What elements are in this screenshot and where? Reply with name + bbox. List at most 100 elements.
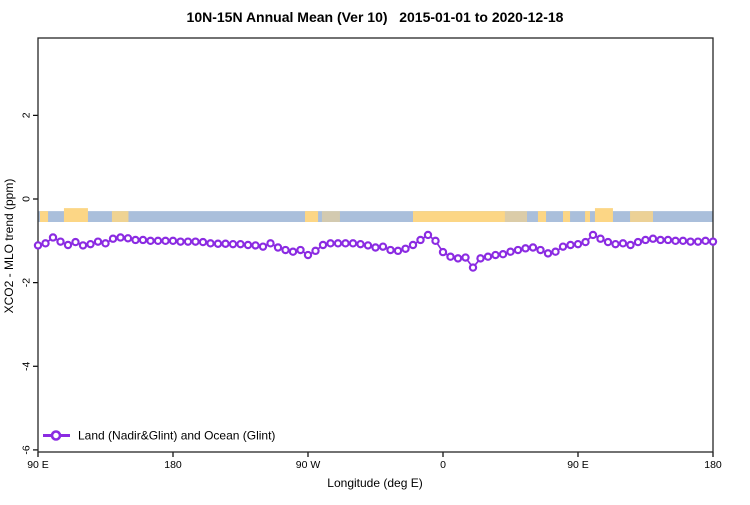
data-point bbox=[311, 246, 320, 256]
data-point bbox=[558, 242, 568, 251]
data-point bbox=[108, 234, 118, 243]
land-segment bbox=[594, 208, 613, 222]
data-point bbox=[656, 235, 665, 245]
data-point bbox=[198, 237, 208, 247]
data-point bbox=[138, 235, 148, 245]
data-point bbox=[273, 243, 283, 252]
land-segment bbox=[39, 211, 49, 222]
data-point bbox=[161, 236, 170, 246]
data-point bbox=[708, 237, 718, 246]
data-point bbox=[63, 240, 73, 250]
land-segment bbox=[305, 211, 319, 222]
legend-label: Land (Nadir&Glint) and Ocean (Glint) bbox=[78, 429, 275, 443]
data-point bbox=[86, 239, 95, 249]
surface-type-band bbox=[38, 208, 713, 222]
data-point bbox=[266, 239, 275, 248]
data-point bbox=[408, 240, 418, 250]
data-point bbox=[123, 234, 133, 243]
data-point bbox=[431, 236, 440, 246]
data-point bbox=[468, 263, 478, 272]
data-point bbox=[401, 244, 410, 253]
data-point bbox=[206, 239, 215, 248]
data-point bbox=[618, 239, 628, 248]
data-point bbox=[33, 241, 43, 250]
data-point bbox=[461, 253, 470, 262]
data-point bbox=[446, 252, 455, 261]
data-point bbox=[348, 239, 358, 248]
x-tick-label: 180 bbox=[164, 459, 182, 471]
data-point bbox=[438, 247, 448, 257]
data-point bbox=[491, 250, 500, 260]
data-point bbox=[116, 233, 125, 242]
data-point bbox=[686, 237, 695, 246]
data-point bbox=[701, 236, 710, 246]
data-point bbox=[498, 249, 508, 259]
data-point bbox=[258, 242, 268, 251]
land-segment bbox=[537, 211, 547, 222]
land-segment bbox=[563, 211, 571, 222]
x-tick-label: 90 E bbox=[567, 459, 589, 471]
data-point bbox=[506, 247, 515, 256]
x-axis-title: Longitude (deg E) bbox=[327, 476, 423, 490]
data-point bbox=[378, 242, 388, 251]
data-point bbox=[416, 235, 425, 245]
data-point bbox=[483, 252, 493, 261]
data-point bbox=[633, 237, 643, 247]
axes-ticks: 90 E 180 90 W 0 90 E 180 2 0 -2 -4 -6 bbox=[21, 112, 722, 471]
data-point bbox=[663, 235, 673, 245]
data-point bbox=[521, 244, 530, 253]
data-point bbox=[603, 237, 613, 247]
data-point bbox=[648, 234, 658, 243]
data-point bbox=[41, 239, 50, 248]
data-point bbox=[528, 243, 538, 252]
data-point bbox=[221, 239, 230, 248]
data-point bbox=[543, 249, 553, 258]
data-point bbox=[176, 237, 185, 246]
data-point bbox=[536, 245, 545, 255]
land-segment bbox=[321, 211, 340, 222]
data-point bbox=[183, 237, 193, 246]
legend: Land (Nadir&Glint) and Ocean (Glint) bbox=[43, 429, 275, 443]
land-segment bbox=[111, 211, 129, 222]
data-point bbox=[93, 237, 103, 246]
y-tick-label: 2 bbox=[21, 112, 33, 118]
data-point bbox=[363, 241, 373, 250]
data-point bbox=[281, 245, 290, 255]
x-tick-label: 90 W bbox=[296, 459, 321, 471]
ocean-band bbox=[38, 211, 713, 222]
data-point bbox=[678, 236, 688, 246]
data-point bbox=[243, 240, 253, 250]
data-point bbox=[641, 235, 650, 245]
x-tick-label: 180 bbox=[704, 459, 722, 471]
data-point bbox=[588, 230, 598, 240]
y-tick-label: 0 bbox=[21, 196, 33, 202]
data-point bbox=[341, 239, 350, 248]
land-segment bbox=[585, 211, 590, 222]
data-point bbox=[611, 239, 620, 249]
data-point bbox=[356, 239, 365, 249]
y-axis-title: XCO2 - MLO trend (ppm) bbox=[2, 178, 16, 314]
data-point bbox=[693, 237, 703, 246]
data-point bbox=[393, 246, 403, 256]
data-point bbox=[386, 245, 395, 255]
legend-open-circle-icon bbox=[50, 430, 62, 441]
data-point bbox=[573, 239, 583, 249]
data-point bbox=[551, 247, 560, 256]
data-point bbox=[153, 236, 163, 246]
data-point bbox=[288, 247, 298, 256]
y-tick-label: -2 bbox=[21, 278, 33, 287]
data-point bbox=[626, 240, 635, 250]
data-point bbox=[101, 239, 110, 248]
data-point bbox=[191, 237, 200, 246]
data-point bbox=[131, 235, 140, 245]
data-series bbox=[33, 230, 718, 272]
data-point bbox=[251, 241, 260, 250]
data-point bbox=[78, 241, 88, 250]
data-point bbox=[453, 254, 463, 263]
data-point bbox=[581, 237, 590, 247]
data-point bbox=[333, 239, 343, 248]
data-point bbox=[318, 240, 328, 250]
data-point bbox=[146, 236, 155, 246]
